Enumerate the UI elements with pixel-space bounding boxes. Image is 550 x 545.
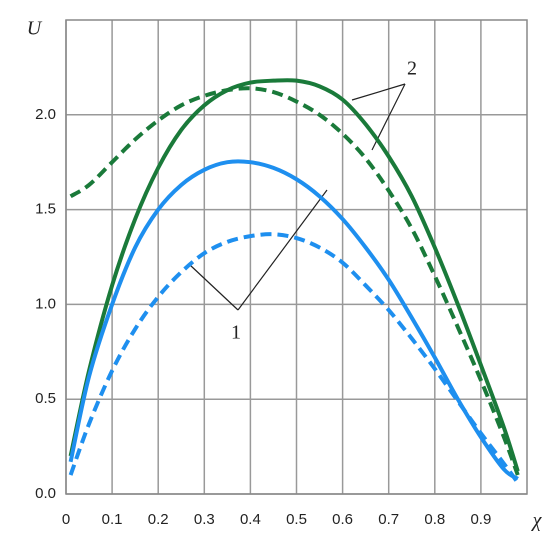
annotation: 1 — [231, 322, 241, 344]
y-tick-label: 1.0 — [35, 295, 56, 312]
y-tick-label: 2.0 — [35, 106, 56, 123]
x-tick-label: 0.6 — [332, 511, 353, 528]
x-tick-label: 0.9 — [470, 511, 491, 528]
y-axis-label: U — [27, 18, 43, 40]
annotation: 2 — [407, 58, 417, 80]
x-tick-label: 0.1 — [102, 511, 123, 528]
grid — [65, 20, 527, 495]
plot-frame — [65, 19, 528, 495]
y-tick-label: 1.5 — [35, 201, 56, 218]
leader-lines — [189, 83, 406, 311]
line-series — [68, 159, 519, 481]
x-tick-label: 0 — [62, 511, 70, 528]
line-series — [68, 232, 520, 484]
y-tick-label: 0.5 — [35, 390, 56, 407]
x-tick-label: 0.7 — [378, 511, 399, 528]
line-series — [68, 78, 520, 472]
line-series — [69, 86, 520, 476]
x-tick-label: 0.2 — [148, 511, 169, 528]
x-tick-label: 0.4 — [240, 511, 261, 528]
x-tick-label: 0.3 — [194, 511, 215, 528]
x-tick-label: 0.8 — [424, 511, 445, 528]
x-tick-label: 0.5 — [286, 511, 307, 528]
x-axis-label: χ — [531, 510, 543, 532]
y-tick-label: 0.0 — [35, 485, 56, 502]
